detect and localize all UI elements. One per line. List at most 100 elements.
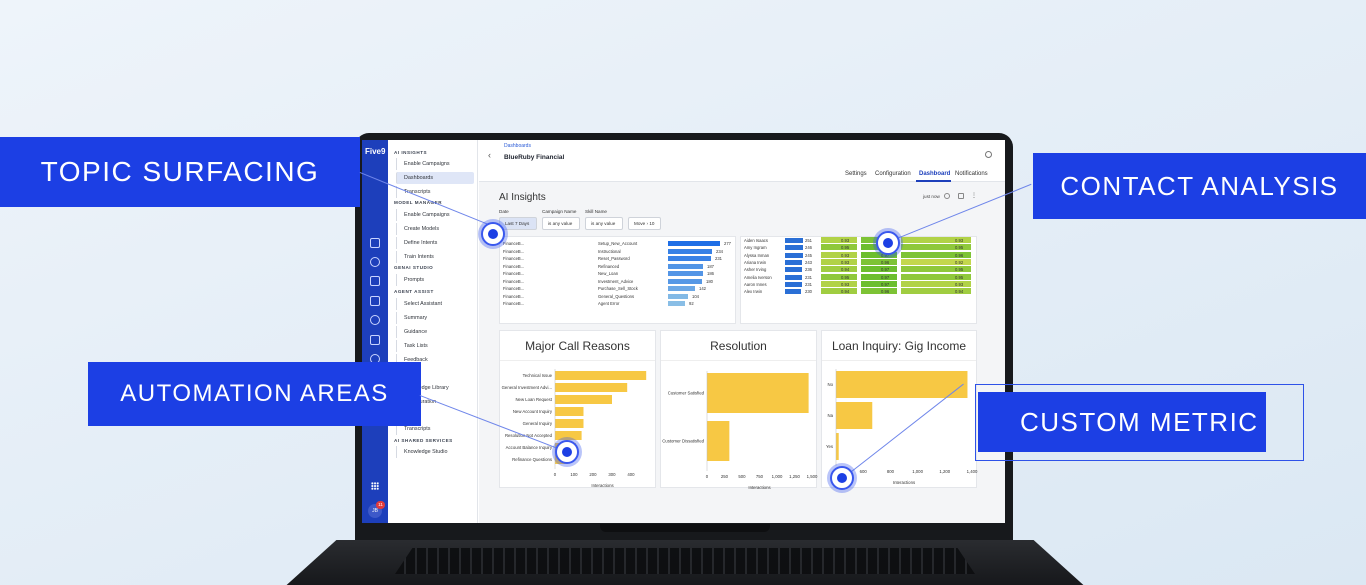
tab-configuration[interactable]: Configuration bbox=[875, 171, 911, 177]
calls-bar bbox=[785, 274, 802, 280]
tick-label: 600 bbox=[860, 469, 868, 474]
chart-title: Loan Inquiry: Gig Income bbox=[822, 331, 976, 361]
filter-campaign[interactable]: is any value bbox=[542, 217, 580, 230]
nav-item-task-lists[interactable]: Task Lists bbox=[396, 340, 474, 352]
breadcrumb[interactable]: Dashboards bbox=[504, 143, 531, 149]
chart-bar[interactable] bbox=[836, 402, 873, 429]
nav-item-train-intents[interactable]: Train Intents bbox=[396, 251, 474, 263]
table-row-intent: Instructional bbox=[598, 248, 621, 254]
chart-card-loan-inquiry: Loan Inquiry: Gig Income NoNaYes40060080… bbox=[821, 330, 978, 488]
chart-bar[interactable] bbox=[836, 433, 839, 460]
chart-bar[interactable] bbox=[707, 421, 730, 461]
table-bar bbox=[668, 241, 720, 246]
hotspot-custom[interactable] bbox=[830, 466, 854, 490]
table-row-intent: Refinanced bbox=[598, 263, 620, 269]
chart-major-call-reasons: Technical Issue General Investment Advi..… bbox=[502, 369, 647, 488]
category-label: Customer Satisfied bbox=[668, 391, 705, 396]
back-chevron-icon[interactable]: ‹ bbox=[488, 150, 491, 160]
metric-value: 0.93 bbox=[955, 281, 964, 287]
tick-label: 1,200 bbox=[939, 469, 950, 474]
metric-value: 0.97 bbox=[881, 274, 890, 280]
tick-label: 800 bbox=[887, 469, 895, 474]
filter-label-date: Date bbox=[499, 209, 509, 214]
metric-cell bbox=[821, 273, 857, 280]
flow-icon[interactable] bbox=[370, 276, 380, 286]
chat-icon[interactable] bbox=[370, 315, 380, 325]
tab-settings[interactable]: Settings bbox=[845, 171, 867, 177]
category-label: Account Balance Inquiry bbox=[506, 445, 553, 450]
nav-item-select-assistant[interactable]: Select Assistant bbox=[396, 298, 474, 310]
tick-label: 100 bbox=[570, 472, 578, 477]
category-label: Resolution Not Accepted bbox=[505, 433, 553, 438]
filter-label-skill: Skill Name bbox=[585, 209, 607, 214]
table-row-intent: Agent Error bbox=[598, 301, 620, 306]
nav-item-define-intents[interactable]: Define Intents bbox=[396, 237, 474, 249]
hotspot-contact[interactable] bbox=[876, 231, 900, 255]
tick-label: 300 bbox=[608, 472, 616, 477]
table-row-intent: Investment_Advice bbox=[598, 278, 634, 284]
chart-bar[interactable] bbox=[707, 373, 809, 413]
chart-bar[interactable] bbox=[555, 383, 628, 392]
metric-value: 0.94 bbox=[841, 267, 850, 273]
info-icon[interactable] bbox=[985, 151, 992, 158]
users-icon[interactable] bbox=[370, 257, 380, 267]
hotspot-topic[interactable] bbox=[481, 222, 505, 246]
nav-item-summary[interactable]: Summary bbox=[396, 312, 474, 324]
refresh-icon[interactable] bbox=[944, 193, 950, 199]
filter-skill[interactable]: is any value bbox=[585, 217, 623, 230]
nav-item-transcripts[interactable]: Transcripts bbox=[396, 186, 474, 198]
tab-notifications[interactable]: Notifications bbox=[955, 171, 988, 177]
category-label: Yes bbox=[826, 444, 833, 449]
table-row-skill: FinanceB... bbox=[503, 301, 525, 306]
more-icon[interactable]: ⋮ bbox=[971, 193, 977, 199]
agent-name: Alyssa Inman bbox=[744, 252, 770, 258]
filter-date[interactable]: Last 7 Days bbox=[499, 217, 537, 230]
metric-cell bbox=[821, 258, 857, 265]
metric-value: 0.95 bbox=[841, 274, 850, 280]
filter-more[interactable]: Move › 10 bbox=[628, 217, 661, 230]
chart-resolution: Customer Satisfied Customer Dissatisfied 0… bbox=[662, 371, 818, 489]
metric-cell bbox=[901, 266, 971, 273]
table-row-value: 231 bbox=[715, 256, 722, 261]
metric-cell bbox=[861, 273, 897, 280]
nav-item-enable-campaigns-2[interactable]: Enable Campaigns bbox=[396, 209, 474, 221]
chart-bar[interactable] bbox=[836, 371, 968, 398]
callout-custom-metric: CUSTOM METRIC bbox=[978, 392, 1266, 452]
chart-title: Resolution bbox=[661, 331, 816, 361]
nav-item-knowledge-studio[interactable]: Knowledge Studio bbox=[396, 446, 474, 458]
hotspot-automation[interactable] bbox=[555, 440, 579, 464]
nav-item-feedback[interactable]: Feedback bbox=[396, 354, 474, 366]
laptop-keyboard-keys bbox=[395, 548, 975, 574]
metric-value: 0.95 bbox=[955, 267, 964, 273]
nav-item-prompts[interactable]: Prompts bbox=[396, 274, 474, 286]
nav-item-guidance[interactable]: Guidance bbox=[396, 326, 474, 338]
metric-value: 0.97 bbox=[881, 252, 890, 258]
filter-icon[interactable] bbox=[958, 193, 964, 199]
page-header: ‹ Dashboards BlueRuby Financial Settings… bbox=[479, 140, 1005, 182]
tab-dashboard[interactable]: Dashboard bbox=[919, 171, 951, 177]
chart-bar[interactable] bbox=[555, 371, 647, 380]
chart-bar[interactable] bbox=[555, 395, 612, 404]
chart-bar[interactable] bbox=[555, 431, 582, 440]
calendar-icon[interactable] bbox=[370, 296, 380, 306]
tick-label: 1,000 bbox=[912, 469, 923, 474]
tick-label: 1,500 bbox=[807, 474, 818, 479]
metric-cell bbox=[861, 288, 897, 295]
home-icon[interactable] bbox=[370, 238, 380, 248]
callout-topic-surfacing: TOPIC SURFACING bbox=[0, 137, 360, 207]
table-row-intent: Reset_Password bbox=[598, 256, 630, 261]
calls-value: 246 bbox=[805, 245, 812, 251]
nav-item-enable-campaigns[interactable]: Enable Campaigns bbox=[396, 158, 474, 170]
dashboard-title: AI Insights bbox=[499, 192, 546, 203]
chart-bar[interactable] bbox=[555, 407, 584, 416]
chart-bar[interactable] bbox=[555, 419, 584, 428]
nav-item-transcripts-2[interactable]: Transcripts bbox=[396, 423, 474, 435]
nav-item-dashboards[interactable]: Dashboards bbox=[396, 172, 474, 184]
metric-value: 0.96 bbox=[881, 259, 890, 265]
calls-value: 231 bbox=[805, 281, 812, 287]
table-row-skill: FinanceB... bbox=[503, 271, 525, 276]
nav-section-genai-studio: GENAI STUDIO bbox=[394, 265, 434, 270]
nav-item-create-models[interactable]: Create Models bbox=[396, 223, 474, 235]
apps-grid-icon[interactable] bbox=[371, 482, 379, 490]
phone-icon[interactable] bbox=[370, 335, 380, 345]
